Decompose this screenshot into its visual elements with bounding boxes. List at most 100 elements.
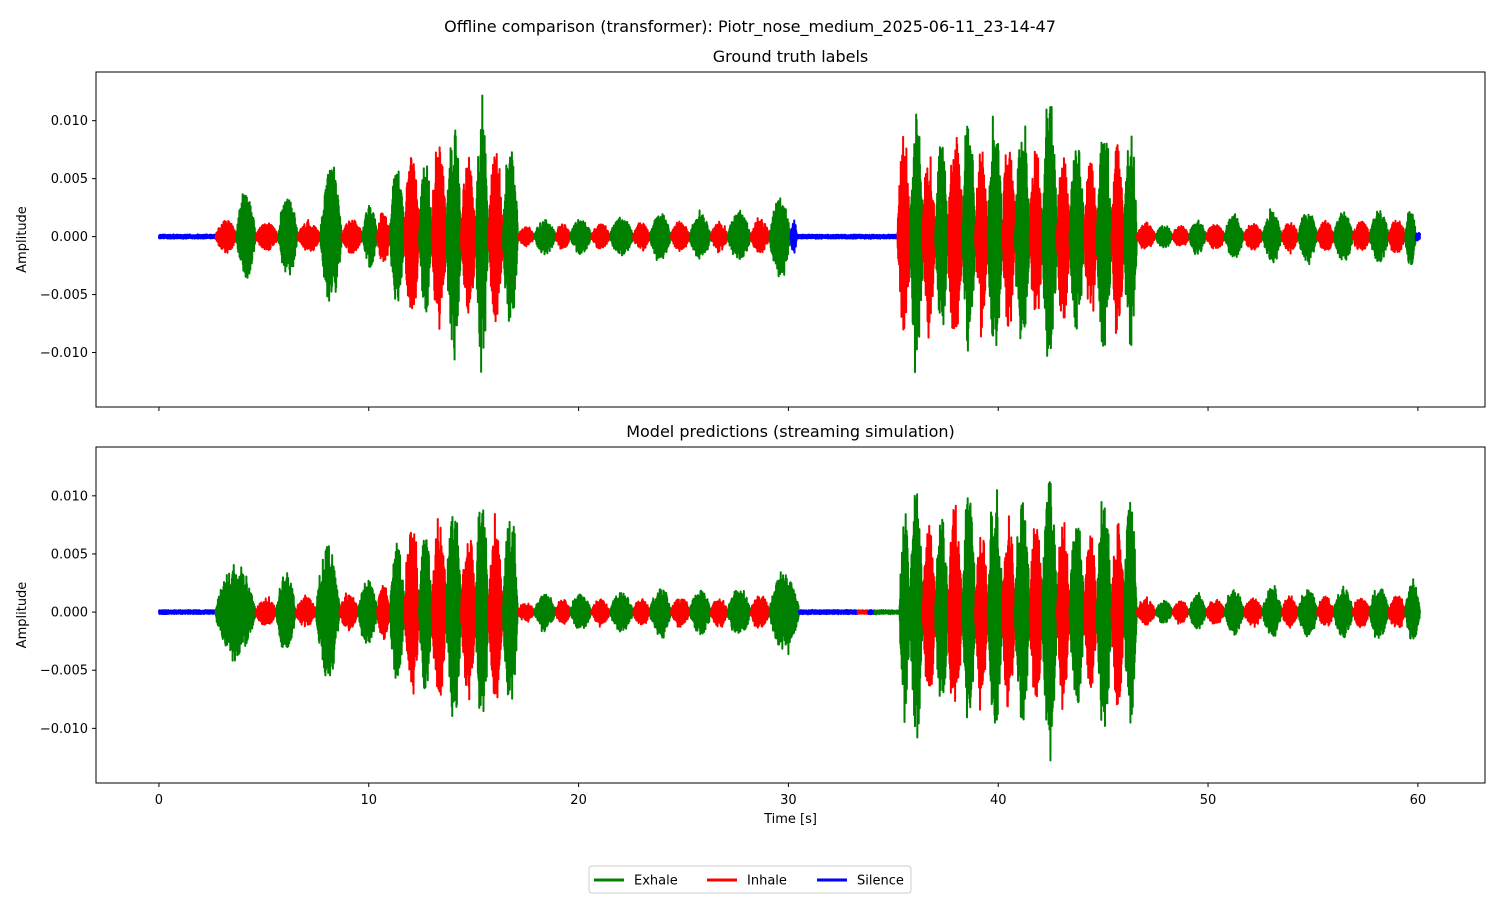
segment-exhale xyxy=(277,198,299,276)
segment-inhale xyxy=(376,584,391,641)
segment-inhale xyxy=(856,609,870,615)
panels: Ground truth labels −0.010 −0.005 0.000 0.00… xyxy=(15,47,1486,827)
segment-inhale xyxy=(1387,219,1407,254)
segment-exhale xyxy=(1041,105,1058,357)
x-tick-label: 40 xyxy=(990,793,1007,808)
segment-silence xyxy=(789,219,798,254)
segment-exhale xyxy=(445,516,463,717)
segment-exhale xyxy=(533,218,557,256)
segment-exhale xyxy=(768,571,800,656)
segment-inhale xyxy=(214,219,238,254)
segment-inhale xyxy=(296,219,322,252)
segment-inhale xyxy=(554,598,572,625)
segment-inhale xyxy=(1280,222,1300,255)
segment-inhale xyxy=(749,595,771,629)
segment-exhale xyxy=(1368,588,1390,639)
segment-inhale xyxy=(1171,600,1191,625)
segment-inhale xyxy=(1135,221,1157,250)
segment-silence xyxy=(867,609,876,616)
y-tick-label: 0.000 xyxy=(51,230,88,245)
segment-inhale xyxy=(460,539,477,701)
axes-frame xyxy=(95,446,1486,784)
segment-inhale xyxy=(294,594,318,628)
segment-exhale xyxy=(569,218,593,255)
segment-exhale xyxy=(609,216,635,257)
x-axis-label: Time [s] xyxy=(763,812,817,827)
segment-inhale xyxy=(340,219,364,254)
segment-exhale xyxy=(1223,589,1245,636)
segment-exhale xyxy=(1404,578,1421,640)
segment-exhale xyxy=(1014,125,1031,340)
segment-exhale xyxy=(1188,592,1207,630)
legend-item-inhale: Inhale xyxy=(707,874,787,889)
segment-inhale xyxy=(1110,522,1126,706)
segment-inhale xyxy=(1242,223,1264,251)
segment-inhale xyxy=(590,223,612,250)
segment-exhale xyxy=(388,170,406,302)
segment-exhale xyxy=(961,125,977,352)
segment-exhale xyxy=(1068,149,1086,330)
segment-exhale xyxy=(474,94,490,373)
segment-inhale xyxy=(554,223,572,250)
segment-inhale xyxy=(1171,225,1191,247)
segment-silence xyxy=(797,608,859,616)
segment-exhale xyxy=(1041,481,1058,762)
segment-exhale xyxy=(909,493,924,739)
segment-inhale xyxy=(1055,157,1071,319)
segment-inhale xyxy=(1351,220,1371,251)
segment-silence xyxy=(157,609,217,616)
x-tick-label: 20 xyxy=(570,793,587,808)
segment-inhale xyxy=(430,146,448,330)
x-tick-label: 30 xyxy=(780,793,797,808)
y-tick-label: 0.005 xyxy=(51,172,88,187)
segment-inhale xyxy=(403,531,421,695)
segment-exhale xyxy=(388,542,406,679)
segment-silence xyxy=(795,233,899,240)
segment-exhale xyxy=(934,518,949,697)
segment-inhale xyxy=(1001,515,1017,708)
segment-exhale xyxy=(898,513,912,723)
segment-exhale xyxy=(1154,225,1174,249)
segment-exhale xyxy=(569,593,593,629)
segment-inhale xyxy=(430,517,448,696)
segment-exhale xyxy=(1123,135,1138,346)
segment-inhale xyxy=(1110,144,1126,334)
y-tick-label: 0.010 xyxy=(51,114,88,129)
segment-exhale xyxy=(1332,211,1354,261)
segment-exhale xyxy=(648,213,672,262)
legend-label: Inhale xyxy=(747,874,787,889)
segment-inhale xyxy=(1316,219,1335,251)
segment-exhale xyxy=(1223,213,1245,258)
segment-exhale xyxy=(1154,599,1174,624)
segment-exhale xyxy=(609,592,635,633)
segment-inhale xyxy=(632,222,651,252)
segment-inhale xyxy=(1028,150,1044,311)
segment-exhale xyxy=(502,520,519,700)
y-axis-label: Amplitude xyxy=(15,206,30,273)
y-tick-label: 0.010 xyxy=(51,489,88,504)
segment-inhale xyxy=(1204,224,1226,250)
segment-inhale xyxy=(896,135,912,331)
segment-silence xyxy=(157,233,217,240)
segment-inhale xyxy=(709,598,729,628)
y-tick-label: 0.000 xyxy=(51,606,88,621)
figure-suptitle: Offline comparison (transformer): Piotr_… xyxy=(444,17,1056,37)
subplot-title: Ground truth labels xyxy=(713,47,868,66)
segment-inhale xyxy=(669,598,691,628)
segment-inhale xyxy=(376,212,391,263)
x-tick-label: 10 xyxy=(360,793,377,808)
segment-exhale xyxy=(1332,585,1354,639)
segment-inhale xyxy=(1083,535,1098,688)
segment-inhale xyxy=(254,222,280,251)
y-tick-label: −0.010 xyxy=(40,346,88,361)
segment-exhale xyxy=(315,545,341,677)
subplot-2: Model predictions (streaming simulation)… xyxy=(15,422,1486,827)
segment-inhale xyxy=(946,136,964,330)
segment-exhale xyxy=(533,593,557,633)
segment-exhale xyxy=(1014,502,1031,721)
segment-exhale xyxy=(214,564,257,662)
segment-exhale xyxy=(648,588,672,639)
segment-exhale xyxy=(1404,210,1417,266)
segment-inhale xyxy=(487,513,505,699)
